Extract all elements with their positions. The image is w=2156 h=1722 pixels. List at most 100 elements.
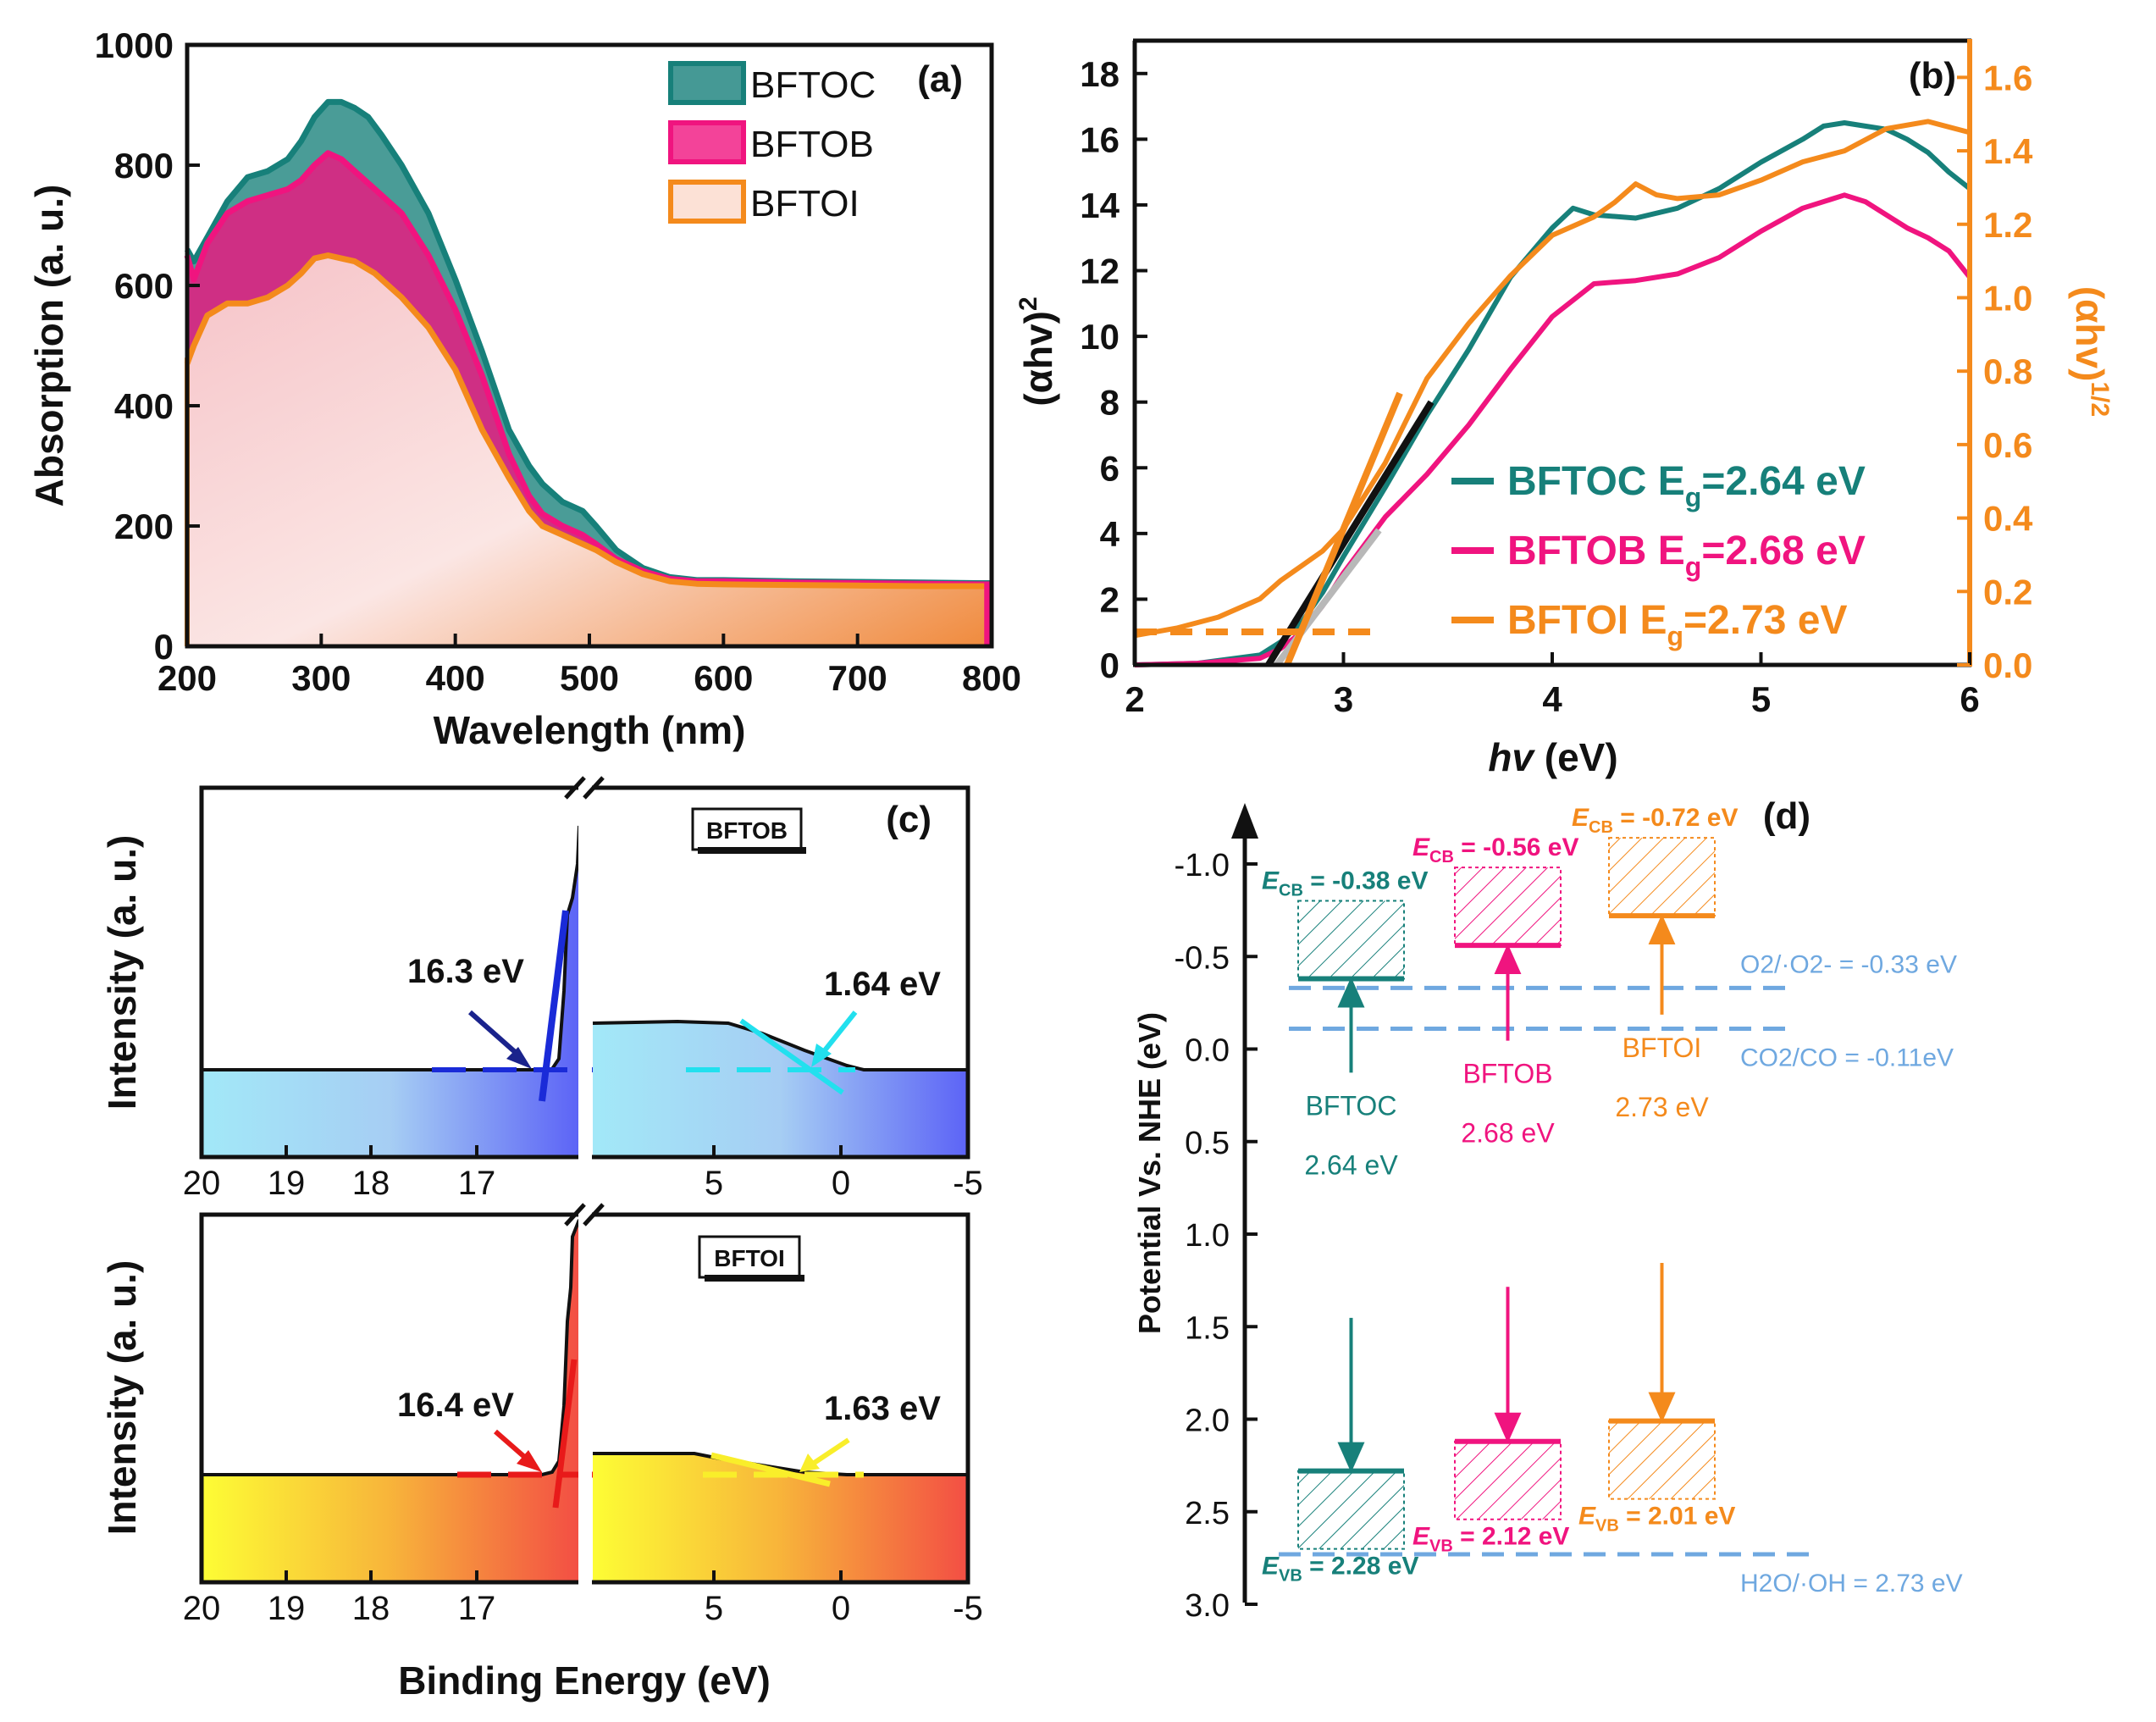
- y-tick-label-left: 14: [1080, 185, 1119, 225]
- x-tick-label: 200: [158, 658, 217, 698]
- legend-label-bftoi: BFTOI: [750, 183, 860, 224]
- y-tick-label: 200: [114, 507, 174, 546]
- panel-b-lines: [1134, 119, 1972, 667]
- x-tick-label: 5: [705, 1590, 723, 1627]
- panel-a-legend: BFTOC BFTOB BFTOI: [668, 61, 876, 224]
- y-tick-label-left: 18: [1080, 54, 1119, 94]
- panel-b-ylabel-right-text: (αhv): [2068, 286, 2112, 382]
- y-tick-label-left: 8: [1100, 383, 1119, 423]
- legend-label-value: =2.68 eV: [1701, 529, 1866, 573]
- cb-label-bftoi: ECB = -0.72 eV: [1572, 804, 1739, 837]
- panel-b-ylabel-right: (αhv)1/2: [2068, 286, 2114, 417]
- cb-label-value: = -0.72 eV: [1613, 804, 1739, 832]
- panel-c-upper-arrowhead-right: [811, 1044, 832, 1067]
- x-tick-label: 300: [291, 658, 351, 698]
- legend-label-main: BFTOC E: [1507, 459, 1685, 504]
- panel-c-lower-sample-label: BFTOI: [714, 1245, 784, 1271]
- x-tick-label: 0: [832, 1590, 850, 1627]
- panel-c-upper-arrow-right: [819, 1010, 858, 1056]
- panel-c-lower-spectrum-left: [202, 1219, 581, 1476]
- band-gap-bftoi: 2.73 eV: [1615, 1092, 1709, 1122]
- panel-c-upper-vb-fit: [739, 1018, 844, 1095]
- panel-c-upper-arrow-left: [468, 1010, 522, 1060]
- panel-c-upper-sample-shadow: [698, 847, 806, 854]
- panel-c-upper-ylabel: Intensity (a. u.): [100, 835, 144, 1110]
- vb-label-sub: VB: [1279, 1567, 1302, 1586]
- x-tick-label: 700: [828, 658, 887, 698]
- y-tick-label: 2.0: [1185, 1404, 1230, 1439]
- panel-b-ylabel-right-sup: 1/2: [2086, 381, 2114, 417]
- x-tick-label: 800: [962, 658, 1021, 698]
- vb-label-value: = 2.28 eV: [1302, 1553, 1419, 1581]
- panel-d-tag: (d): [1763, 795, 1810, 837]
- panel-c-lower-vb-label: 1.63 eV: [824, 1390, 941, 1427]
- panel-c-upper-arrowhead-left: [506, 1047, 532, 1069]
- y-tick-label: 600: [114, 266, 174, 306]
- vb-label-sub: VB: [1595, 1517, 1619, 1536]
- x-tick-label: 3: [1334, 679, 1353, 719]
- cb-label-e: E: [1262, 867, 1280, 894]
- panel-a-tag: (a): [917, 58, 963, 100]
- y-tick-label: 400: [114, 386, 174, 426]
- y-tick-label-left: 10: [1080, 317, 1119, 357]
- cb-label-sub: CB: [1429, 848, 1454, 867]
- panel-d: -1.0 -0.5 0.0 0.5 1.0 1.5 2.0 2.5 3.0 O2/·O2- = …: [1132, 795, 1963, 1624]
- panel-c-upper-fill-left: [202, 826, 579, 1157]
- line-bftob: [1134, 192, 1972, 667]
- line-bftoc: [1134, 120, 1971, 667]
- legend-label-main: BFTOI E: [1507, 598, 1667, 643]
- panel-c-upper-fill-right: [593, 1022, 968, 1157]
- y-tick-label-right: 0.4: [1983, 499, 2033, 539]
- y-tick-label-left: 6: [1100, 448, 1119, 488]
- vb-label-bftoi: EVB = 2.01 eV: [1578, 1503, 1735, 1536]
- legend-label-main: BFTOB E: [1507, 529, 1685, 573]
- panel-c-tag: (c): [886, 799, 932, 840]
- y-tick-label-left: 16: [1080, 119, 1119, 159]
- panel-b-ticks: 2 3 4 5 60246810121416180.00.20.40.60.81.01.…: [1080, 54, 2033, 719]
- y-tick-label: 0: [154, 627, 174, 667]
- vb-label-value: = 2.12 eV: [1453, 1523, 1570, 1551]
- legend-label-bftoc: BFTOC: [750, 64, 876, 106]
- y-tick-label: 800: [114, 146, 174, 185]
- panel-a-ylabel: Absorption (a. u.): [27, 185, 71, 507]
- cb-box-bftob: [1454, 867, 1562, 947]
- panel-c-lower-arrowhead-left: [517, 1450, 542, 1472]
- vb-box-bftoc: [1297, 1470, 1405, 1550]
- cb-label-e: E: [1412, 833, 1430, 861]
- x-tick-label: 400: [426, 658, 485, 698]
- vb-label-e: E: [1578, 1503, 1596, 1531]
- panel-c-ticks: 20 19 18 17 5 0 -5 20 19 18 17 5 0 -5: [183, 1145, 983, 1627]
- y-tick-label: 1.0: [1185, 1218, 1230, 1254]
- panel-b-xlabel-italic: hv: [1488, 735, 1535, 779]
- x-tick-label: 500: [560, 658, 619, 698]
- panel-b-tag: (b): [1909, 55, 1956, 97]
- legend-label-bftoi: BFTOI Eg=2.73 eV: [1507, 598, 1848, 651]
- vb-box-bftob: [1454, 1440, 1562, 1520]
- y-tick-label: 3.0: [1185, 1588, 1230, 1624]
- fit-bftoc-fit: [1265, 400, 1435, 667]
- y-tick-label: 1000: [95, 25, 174, 65]
- x-tick-label: 4: [1542, 679, 1562, 719]
- vb-label-e: E: [1262, 1553, 1280, 1581]
- panel-c-upper-axis-break: [578, 779, 592, 1169]
- x-tick-label: 0: [832, 1165, 850, 1202]
- panel-c-lower-vb-fit: [710, 1452, 831, 1487]
- panel-c-upper-vb-label: 1.64 eV: [824, 966, 941, 1003]
- panel-d-axis-arrowhead: [1231, 803, 1258, 839]
- panel-d-ticks: -1.0 -0.5 0.0 0.5 1.0 1.5 2.0 2.5 3.0: [1175, 848, 1258, 1624]
- panel-c-xlabel: Binding Energy (eV): [398, 1658, 771, 1703]
- x-tick-label: 5: [1751, 679, 1771, 719]
- x-tick-label: 5: [705, 1165, 723, 1202]
- legend-label-bftob: BFTOB Eg=2.68 eV: [1507, 529, 1866, 582]
- panel-a-areas: [187, 102, 992, 647]
- y-tick-label: -0.5: [1175, 940, 1230, 976]
- x-tick-label: 19: [268, 1165, 306, 1202]
- panel-c-upper-cutoff-fit: [539, 910, 569, 1102]
- cb-label-e: E: [1572, 804, 1589, 832]
- y-tick-label-right: 0.8: [1983, 352, 2032, 391]
- panel-c-upper: 16.3 eV 1.64 eV BFTOB (c) Intensity (a. …: [100, 776, 970, 1169]
- legend-label-bftob: BFTOB: [750, 124, 874, 165]
